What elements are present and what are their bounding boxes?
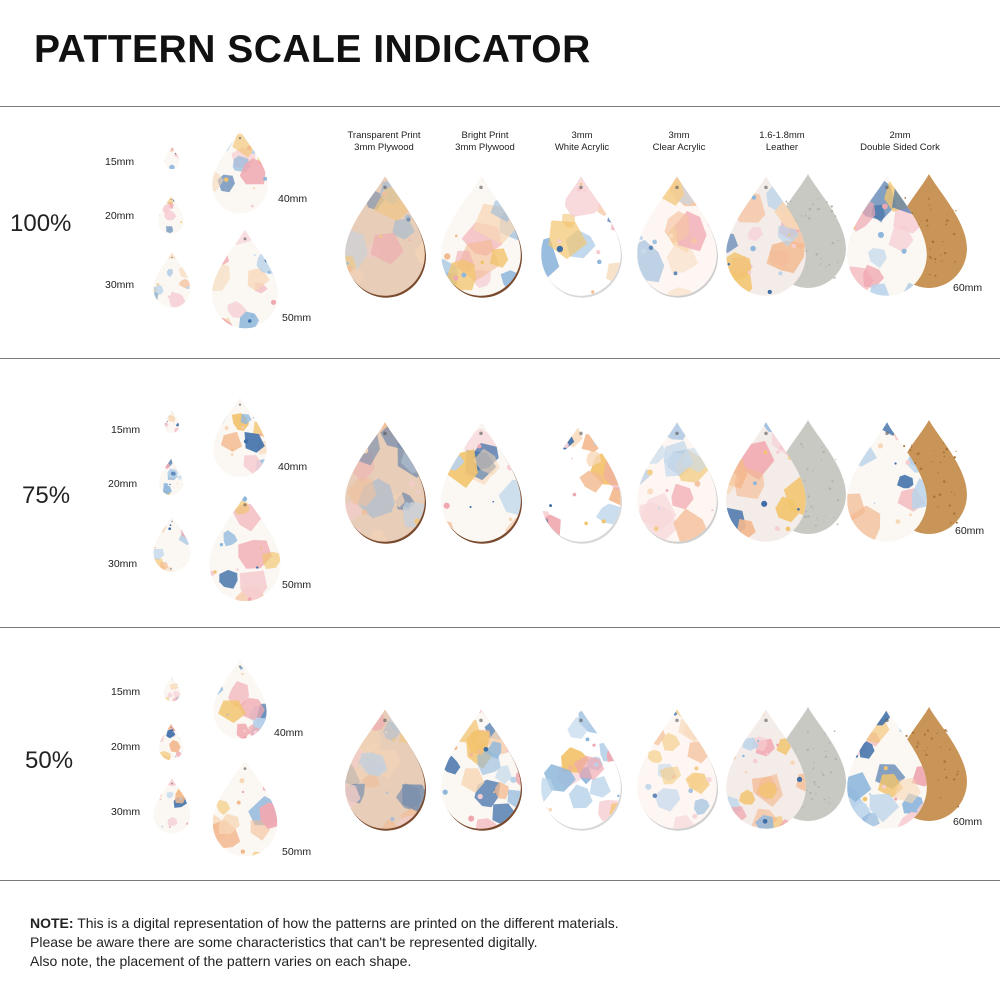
teardrop-icon — [209, 494, 281, 602]
material-label-white-acrylic: 3mm White Acrylic — [527, 130, 637, 154]
size-label: 30mm — [111, 806, 141, 818]
size-label: 20mm — [108, 478, 138, 490]
material-line1: 2mm — [889, 130, 911, 141]
material-label-bright-plywood: Bright Print 3mm Plywood — [430, 130, 540, 154]
teardrop-icon — [212, 759, 278, 857]
size-label: 60mm — [953, 816, 983, 828]
size-label: 50mm — [282, 846, 312, 858]
teardrop-icon — [345, 709, 427, 831]
size-label: 40mm — [278, 193, 308, 205]
teardrop-icon — [345, 422, 427, 544]
material-line2: Leather — [765, 142, 799, 153]
teardrop-icon — [726, 709, 806, 829]
teardrop-icon — [637, 709, 719, 831]
material-line2: 3mm Plywood — [354, 142, 414, 153]
divider-100-75 — [0, 358, 1000, 359]
teardrop-icon — [163, 676, 181, 702]
note-block: NOTE: This is a digital representation o… — [30, 914, 970, 971]
size-label: 15mm — [111, 686, 141, 698]
teardrop-icon — [212, 130, 268, 214]
material-line1: 3mm — [668, 130, 690, 141]
note-text-1: This is a digital representation of how … — [77, 915, 619, 931]
teardrop-icon — [158, 196, 184, 234]
teardrop-icon — [153, 516, 191, 572]
material-label-cork: 2mm Double Sided Cork — [845, 130, 955, 154]
teardrop-icon — [541, 709, 623, 831]
teardrop-icon — [541, 422, 623, 544]
teardrop-icon — [158, 458, 184, 496]
teardrop-icon — [158, 723, 184, 761]
size-label: 15mm — [111, 424, 141, 436]
scale-label-100: 100% — [10, 210, 72, 237]
teardrop-icon — [847, 176, 927, 296]
material-line2: Clear Acrylic — [652, 142, 706, 153]
divider-top — [0, 106, 1000, 107]
material-line1: 1.6-1.8mm — [759, 130, 805, 141]
size-label: 40mm — [274, 727, 304, 739]
teardrop-icon — [637, 422, 719, 544]
material-line2: Double Sided Cork — [860, 142, 940, 153]
note-line-1: NOTE: This is a digital representation o… — [30, 914, 970, 933]
teardrop-icon — [441, 422, 523, 544]
material-line2: 3mm Plywood — [455, 142, 515, 153]
teardrop-icon — [637, 176, 719, 298]
size-label: 30mm — [105, 279, 135, 291]
material-line1: 3mm — [571, 130, 593, 141]
teardrop-icon — [345, 176, 427, 298]
divider-75-50 — [0, 627, 1000, 628]
scale-label-75: 75% — [22, 482, 71, 509]
teardrop-icon — [726, 176, 806, 296]
teardrop-icon — [441, 709, 523, 831]
teardrop-icon — [153, 252, 191, 308]
size-label: 60mm — [953, 282, 983, 294]
note-label: NOTE: — [30, 915, 74, 931]
size-label: 60mm — [955, 525, 985, 537]
teardrop-icon — [847, 709, 927, 829]
note-line-2: Please be aware there are some character… — [30, 934, 538, 950]
material-line1: Transparent Print — [347, 130, 421, 141]
size-label: 15mm — [105, 156, 135, 168]
teardrop-icon — [153, 778, 191, 834]
size-label: 30mm — [108, 558, 138, 570]
size-label: 20mm — [111, 741, 141, 753]
teardrop-icon — [847, 422, 927, 542]
material-line1: Bright Print — [461, 130, 509, 141]
teardrop-icon — [726, 422, 806, 542]
page-title: PATTERN SCALE INDICATOR — [34, 28, 591, 71]
teardrop-icon — [213, 659, 267, 739]
teardrop-icon — [213, 397, 267, 477]
size-label: 50mm — [282, 579, 312, 591]
scale-label-50: 50% — [25, 747, 74, 774]
divider-bottom — [0, 880, 1000, 881]
size-label: 40mm — [278, 461, 308, 473]
note-line-3: Also note, the placement of the pattern … — [30, 953, 412, 969]
size-label: 20mm — [105, 210, 135, 222]
teardrop-icon — [164, 410, 180, 434]
teardrop-icon — [441, 176, 523, 298]
material-line2: White Acrylic — [554, 142, 610, 153]
size-label: 50mm — [282, 312, 312, 324]
teardrop-icon — [212, 229, 278, 329]
material-label-transparent-plywood: Transparent Print 3mm Plywood — [329, 130, 439, 154]
teardrop-icon — [541, 176, 623, 298]
material-label-clear-acrylic: 3mm Clear Acrylic — [624, 130, 734, 154]
material-label-leather: 1.6-1.8mm Leather — [727, 130, 837, 154]
teardrop-icon — [164, 146, 180, 170]
